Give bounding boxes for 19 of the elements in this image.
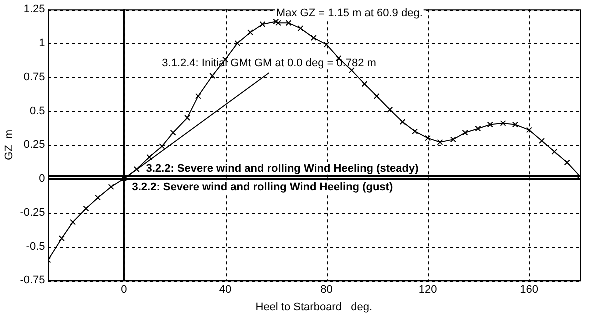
x-tick-label: 80 xyxy=(320,284,333,296)
y-tick-label: 1.25 xyxy=(24,4,46,16)
x-axis-title: Heel to Starboard deg. xyxy=(256,301,373,314)
y-tick-label: 0.25 xyxy=(24,139,46,152)
y-tick-label: -0.5 xyxy=(26,240,46,253)
annotation: Max GZ = 1.15 m at 60.9 deg. xyxy=(276,8,423,20)
y-tick-label: 0 xyxy=(39,173,46,186)
y-tick-label: 0.75 xyxy=(24,71,46,84)
x-tick-label: 160 xyxy=(520,284,539,296)
y-axis-title: GZ m xyxy=(4,130,16,160)
y-tick-label: 1 xyxy=(39,38,46,50)
y-tick-label: -0.75 xyxy=(20,274,46,287)
y-tick-label: -0.25 xyxy=(20,206,46,219)
y-tick-label: 0.5 xyxy=(30,105,46,118)
x-tick-label: 0 xyxy=(121,284,128,296)
ref-line-label: 3.2.2: Severe wind and rolling Wind Heeling (gust) xyxy=(132,182,394,194)
ref-line-label: 3.2.2: Severe wind and rolling Wind Heeling (steady) xyxy=(146,162,420,175)
x-tick-label: 40 xyxy=(219,284,232,296)
x-tick-label: 120 xyxy=(418,284,438,296)
